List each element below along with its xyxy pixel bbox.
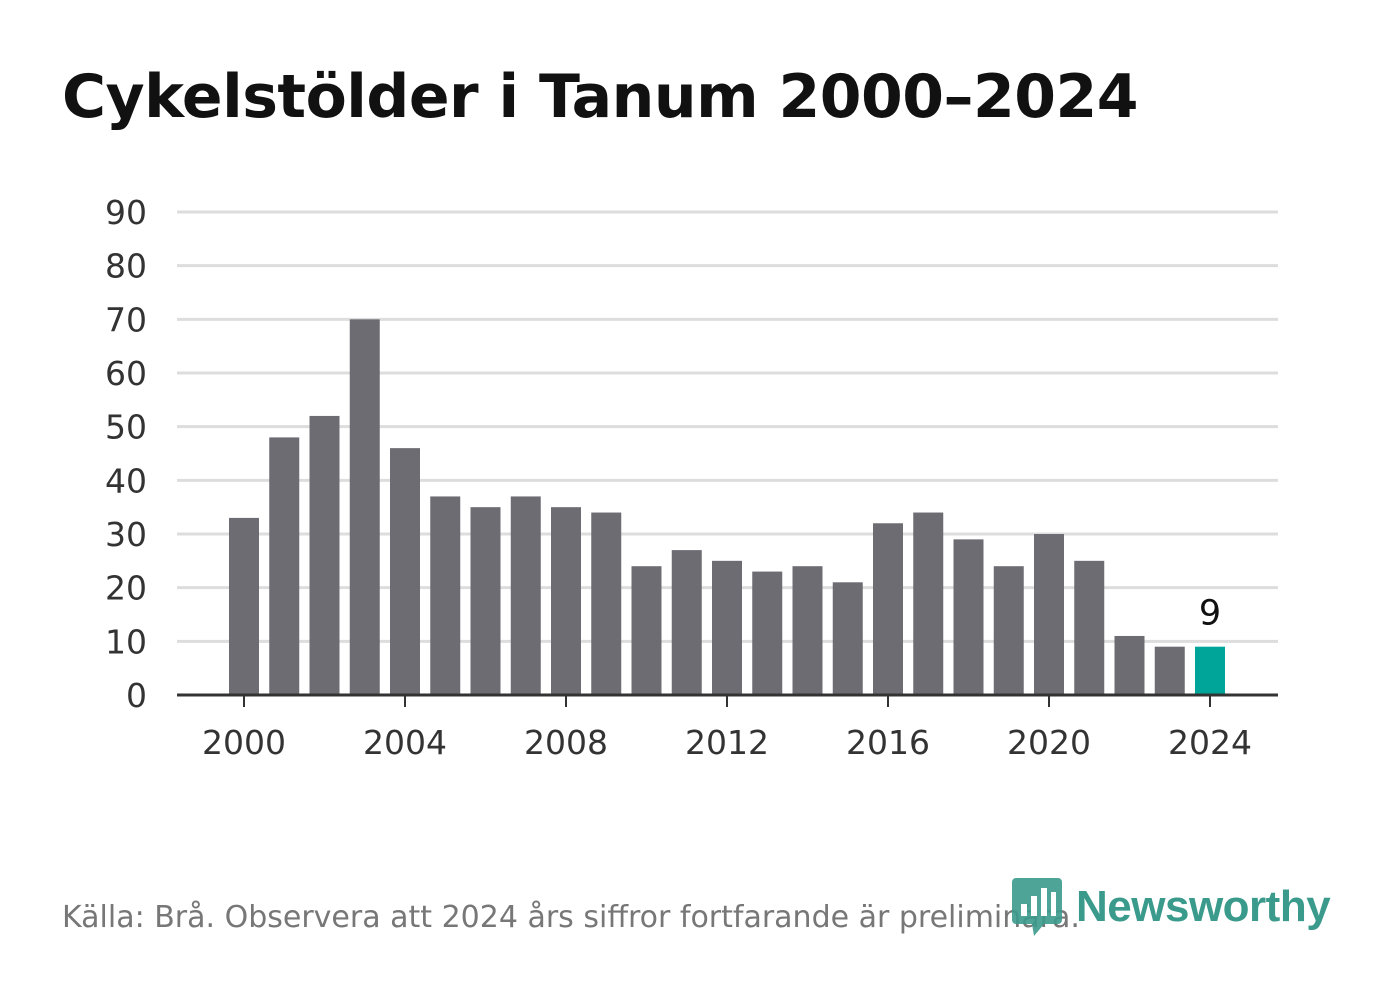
- data-labels: 9: [1199, 594, 1221, 634]
- bar-2022: [1114, 635, 1145, 695]
- y-axis-ticks: 0 10 20 30 40 50 60 70 80 90: [105, 193, 147, 715]
- y-tick-label-0: 0: [126, 676, 147, 715]
- newsworthy-logo-icon: [1012, 878, 1062, 936]
- x-tick-label-2004: 2004: [363, 723, 447, 762]
- bar-2007: [510, 496, 541, 695]
- bar-2019: [993, 566, 1024, 695]
- bar-2014: [792, 566, 823, 695]
- x-axis-ticks: 2000 2004 2008 2012 2016 2020 2024: [202, 695, 1252, 762]
- bar-2001: [269, 437, 300, 695]
- x-tick-label-2000: 2000: [202, 723, 286, 762]
- bar-2017: [913, 512, 944, 695]
- bar-2010: [631, 566, 662, 695]
- x-tick-label-2016: 2016: [846, 723, 930, 762]
- bar-2018: [953, 539, 984, 695]
- y-tick-label-40: 40: [105, 461, 147, 500]
- y-tick-label-30: 30: [105, 515, 147, 554]
- y-tick-label-70: 70: [105, 300, 147, 339]
- bar-2008: [551, 507, 581, 695]
- bar-2000: [229, 517, 259, 695]
- bar-2012: [712, 560, 742, 695]
- bar-2006: [470, 507, 501, 695]
- y-tick-label-80: 80: [105, 247, 147, 286]
- bar-2003: [349, 319, 380, 695]
- x-tick-label-2020: 2020: [1007, 723, 1091, 762]
- bar-2009: [591, 512, 622, 695]
- y-tick-label-10: 10: [105, 622, 147, 661]
- bar-chart: 0 10 20 30 40 50 60 70 80 90 2000 2004 2008 2012 2016…: [105, 193, 1278, 762]
- bar-2021: [1074, 560, 1105, 695]
- y-tick-label-20: 20: [105, 569, 147, 608]
- source-note: Källa: Brå. Observera att 2024 års siffr…: [62, 900, 1080, 935]
- bar-2005: [430, 496, 461, 695]
- bar-2020: [1034, 534, 1064, 695]
- y-tick-label-60: 60: [105, 354, 147, 393]
- bar-2015: [832, 582, 863, 695]
- bar-2013: [752, 571, 783, 695]
- y-tick-label-50: 50: [105, 408, 147, 447]
- x-tick-label-2024: 2024: [1168, 723, 1252, 762]
- bar-2016: [873, 523, 903, 695]
- x-tick-label-2008: 2008: [524, 723, 608, 762]
- bar-2011: [671, 550, 702, 695]
- bar-2024: [1195, 646, 1225, 695]
- bar-2004: [390, 448, 420, 695]
- bar-2002: [309, 415, 340, 695]
- data-label-2024: 9: [1199, 594, 1221, 634]
- x-tick-label-2012: 2012: [685, 723, 769, 762]
- brand-logo[interactable]: Newsworthy: [1012, 876, 1331, 938]
- brand-name: Newsworthy: [1076, 882, 1331, 931]
- y-tick-label-90: 90: [105, 193, 147, 232]
- bar-2023: [1154, 646, 1185, 695]
- bars: [229, 319, 1225, 695]
- chart-title: Cykelstölder i Tanum 2000–2024: [62, 62, 1138, 132]
